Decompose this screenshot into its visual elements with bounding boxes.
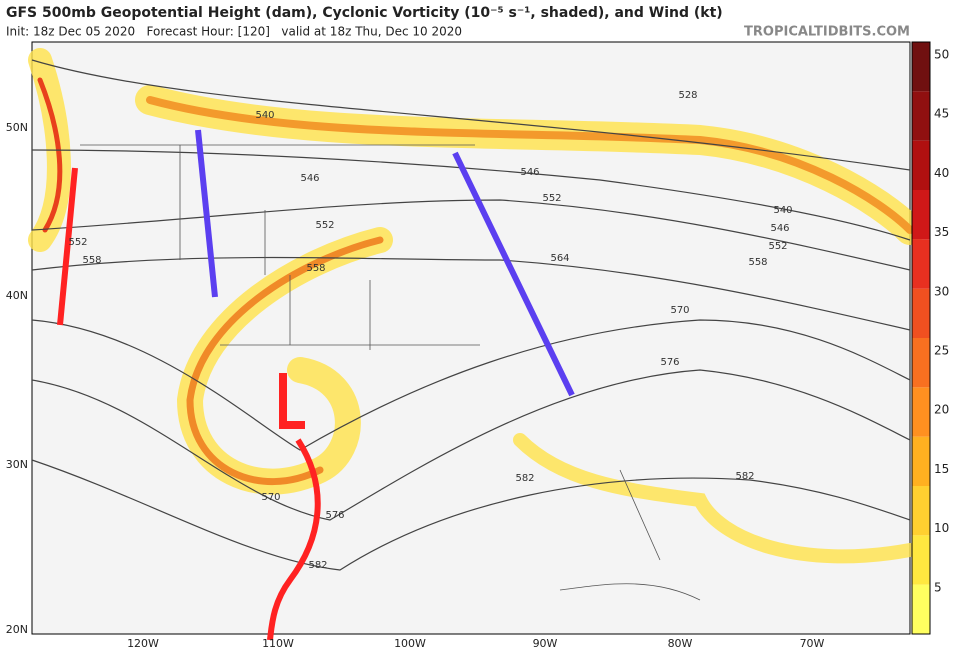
subtitle: Init: 18z Dec 05 2020 Forecast Hour: [12… bbox=[6, 25, 462, 39]
colorbar-swatch bbox=[912, 387, 930, 437]
colorbar-swatch bbox=[912, 91, 930, 141]
colorbar-label: 45 bbox=[934, 107, 949, 121]
contour-label: 570 bbox=[670, 305, 689, 316]
contour-label: 570 bbox=[261, 492, 280, 503]
colorbar-swatch bbox=[912, 288, 930, 338]
contour-label: 558 bbox=[306, 263, 325, 274]
contour-label: 540 bbox=[773, 205, 792, 216]
contour-label: 552 bbox=[315, 220, 334, 231]
title: GFS 500mb Geopotential Height (dam), Cyc… bbox=[6, 5, 723, 21]
contour-label: 582 bbox=[515, 473, 534, 484]
colorbar-label: 20 bbox=[934, 403, 949, 417]
colorbar-swatch bbox=[912, 338, 930, 388]
lon-label: 100W bbox=[394, 637, 426, 650]
contour-label: 552 bbox=[768, 241, 787, 252]
height-contours bbox=[31, 59, 911, 571]
contour-label: 576 bbox=[325, 510, 344, 521]
contour-label: 582 bbox=[308, 560, 327, 571]
colorbar-swatch bbox=[912, 42, 930, 92]
contour-label: 576 bbox=[660, 357, 679, 368]
colorbar-swatch bbox=[912, 436, 930, 486]
lat-label: 50N bbox=[6, 121, 28, 134]
contour-label: 582 bbox=[735, 471, 754, 482]
colorbar-label: 15 bbox=[934, 462, 949, 476]
contour-label: 558 bbox=[748, 257, 767, 268]
lat-label: 30N bbox=[6, 458, 28, 471]
colorbar-label: 25 bbox=[934, 344, 949, 358]
contour-label: 528 bbox=[678, 90, 697, 101]
colorbar-label: 5 bbox=[934, 580, 942, 594]
lon-label: 70W bbox=[800, 637, 825, 650]
colorbar-swatch bbox=[912, 535, 930, 585]
brand: TROPICALTIDBITS.COM bbox=[744, 25, 910, 40]
colorbar-swatch bbox=[912, 190, 930, 240]
annotations bbox=[57, 129, 575, 641]
colorbar-label: 40 bbox=[934, 166, 949, 180]
colorbar: 50 45 40 35 30 25 20 15 10 5 bbox=[911, 41, 949, 635]
colorbar-label: 50 bbox=[934, 48, 949, 62]
colorbar-label: 35 bbox=[934, 225, 949, 239]
lon-label: 110W bbox=[262, 637, 294, 650]
contour-label: 558 bbox=[82, 255, 101, 266]
lon-label: 90W bbox=[533, 637, 558, 650]
colorbar-label: 30 bbox=[934, 284, 949, 298]
colorbar-swatch bbox=[912, 239, 930, 289]
lat-label: 40N bbox=[6, 289, 28, 302]
contour-label: 546 bbox=[520, 167, 539, 178]
contour-label: 564 bbox=[550, 253, 569, 264]
vorticity-shading bbox=[28, 48, 925, 564]
colorbar-label: 10 bbox=[934, 521, 949, 535]
colorbar-swatch bbox=[912, 584, 930, 634]
contour-label: 552 bbox=[68, 237, 87, 248]
contour-label: 546 bbox=[770, 223, 789, 234]
lon-label: 80W bbox=[668, 637, 693, 650]
colorbar-swatch bbox=[912, 486, 930, 536]
colorbar-frame bbox=[911, 41, 931, 635]
lon-label: 120W bbox=[127, 637, 159, 650]
lat-label: 20N bbox=[6, 623, 28, 636]
boundaries bbox=[80, 144, 701, 601]
contour-label: 540 bbox=[255, 110, 274, 121]
colorbar-swatch bbox=[912, 140, 930, 190]
contour-label: 546 bbox=[300, 173, 319, 184]
contour-label: 552 bbox=[542, 193, 561, 204]
